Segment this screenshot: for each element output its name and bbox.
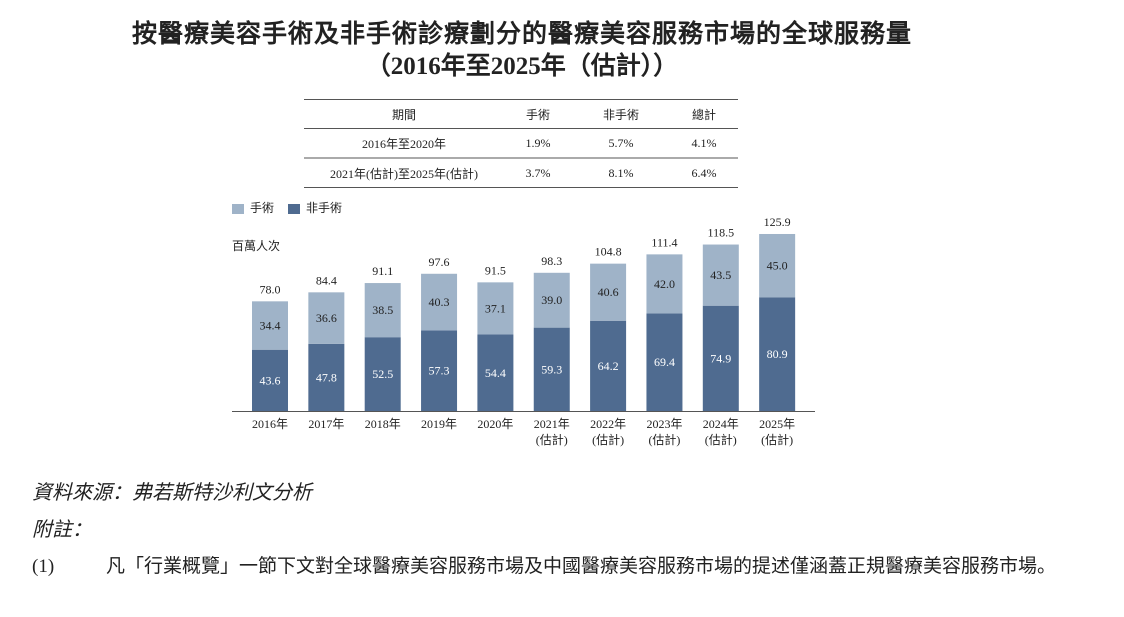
data-label: 52.5 — [372, 367, 393, 381]
legend-label: 非手術 — [306, 201, 343, 215]
total-label: 97.6 — [429, 255, 450, 269]
note-text: 凡「行業概覽」一節下文對全球醫療美容服務市場及中國醫療美容服務市場的提述僅涵蓋正… — [106, 556, 1057, 577]
bar-surgical — [308, 292, 345, 344]
total-label: 111.4 — [651, 235, 677, 249]
data-label: 47.8 — [316, 370, 337, 384]
data-label: 42.0 — [654, 277, 675, 291]
cell: 4.1% — [669, 128, 738, 159]
table-row: 2016年至2020年 1.9% 5.7% 4.1% — [304, 128, 738, 159]
bar-surgical — [759, 233, 796, 298]
data-label: 34.4 — [260, 319, 281, 333]
bar-nonsurgical — [590, 320, 627, 411]
legend-item-nonsurgical: 非手術 — [288, 199, 342, 216]
data-label: 36.6 — [316, 311, 337, 325]
cell: 6.4% — [669, 158, 738, 188]
col-header-nonsurgical: 非手術 — [572, 99, 670, 129]
total-label: 104.8 — [595, 245, 622, 259]
x-tick-label: 2021年 — [534, 417, 570, 431]
data-label: 38.5 — [372, 303, 393, 317]
col-header-total: 總計 — [669, 99, 738, 129]
col-header-period: 期間 — [304, 99, 504, 129]
bar-nonsurgical — [477, 334, 514, 411]
total-label: 98.3 — [541, 254, 562, 268]
x-tick-label: (估計) — [592, 432, 624, 447]
cell: 3.7% — [504, 158, 572, 188]
cell: 2016年至2020年 — [304, 128, 504, 159]
note-number: (1) — [32, 556, 55, 577]
legend: 手術 非手術 — [232, 199, 342, 216]
bar-surgical — [590, 263, 627, 321]
data-label: 37.1 — [485, 301, 506, 315]
total-label: 91.5 — [485, 263, 506, 277]
note-heading: 附註： — [32, 519, 92, 541]
x-tick-label: (估計) — [705, 432, 737, 447]
x-tick-label: 2020年 — [477, 417, 513, 431]
bar-nonsurgical — [646, 313, 683, 411]
legend-label: 手術 — [250, 201, 275, 215]
table-row: 2021年(估計)至2025年(估計) 3.7% 8.1% 6.4% — [304, 158, 738, 188]
x-tick-label: 2023年 — [646, 417, 682, 431]
cell: 5.7% — [572, 128, 670, 159]
x-tick-label: (估計) — [648, 432, 680, 447]
data-label: 54.4 — [485, 366, 506, 380]
bar-nonsurgical — [702, 305, 739, 411]
data-label: 43.6 — [260, 373, 281, 387]
data-label: 39.0 — [541, 293, 562, 307]
data-label: 69.4 — [654, 355, 675, 369]
bar-nonsurgical — [759, 297, 796, 411]
data-label: 57.3 — [429, 364, 450, 378]
bar-surgical — [477, 282, 514, 335]
x-tick-label: 2022年 — [590, 417, 626, 431]
total-label: 78.0 — [260, 282, 281, 296]
legend-swatch — [232, 204, 244, 215]
bar-surgical — [702, 244, 739, 306]
x-tick-label: 2017年 — [308, 417, 344, 431]
data-label: 80.9 — [767, 347, 788, 361]
col-header-surgical: 手術 — [504, 99, 572, 129]
x-tick-label: 2018年 — [365, 417, 401, 431]
data-label: 64.2 — [598, 359, 619, 373]
cell: 1.9% — [504, 128, 572, 159]
source-note: 資料來源：弗若斯特沙利文分析 — [32, 482, 312, 504]
x-tick-label: (估計) — [536, 432, 568, 447]
legend-item-surgical: 手術 — [232, 199, 274, 216]
cagr-table: 期間 手術 非手術 總計 2016年至2020年 1.9% 5.7% 4.1% … — [304, 99, 738, 188]
chart-title: 按醫療美容手術及非手術診療劃分的醫療美容服務市場的全球服務量 — [131, 19, 912, 48]
cell: 8.1% — [572, 158, 670, 188]
cell: 2021年(估計)至2025年(估計) — [304, 158, 504, 188]
x-tick-label: (估計) — [761, 432, 793, 447]
data-label: 59.3 — [541, 362, 562, 376]
total-label: 91.1 — [372, 264, 393, 278]
data-label: 43.5 — [710, 268, 731, 282]
x-tick-label: 2024年 — [703, 417, 739, 431]
bar-nonsurgical — [533, 327, 570, 411]
data-label: 40.6 — [598, 285, 619, 299]
total-label: 125.9 — [764, 215, 791, 229]
x-tick-label: 2019年 — [421, 417, 457, 431]
legend-swatch — [288, 204, 301, 215]
bar-nonsurgical — [252, 349, 288, 411]
bar-surgical — [421, 273, 458, 331]
total-label: 118.5 — [708, 226, 735, 240]
bar-nonsurgical — [308, 343, 345, 411]
bar-surgical — [646, 254, 683, 314]
bar-surgical — [533, 272, 570, 328]
bar-surgical — [252, 301, 288, 350]
chart-subtitle: （2016年至2025年（估計）） — [365, 53, 679, 80]
data-label: 45.0 — [767, 259, 788, 273]
bar-nonsurgical — [421, 330, 458, 411]
data-label: 74.9 — [710, 351, 731, 365]
x-tick-label: 2016年 — [252, 417, 288, 431]
bar-surgical — [364, 283, 401, 338]
data-label: 40.3 — [429, 295, 450, 309]
bar-nonsurgical — [364, 337, 401, 411]
x-tick-label: 2025年 — [759, 417, 795, 431]
y-axis-label: 百萬人次 — [232, 239, 281, 253]
total-label: 84.4 — [316, 273, 337, 287]
